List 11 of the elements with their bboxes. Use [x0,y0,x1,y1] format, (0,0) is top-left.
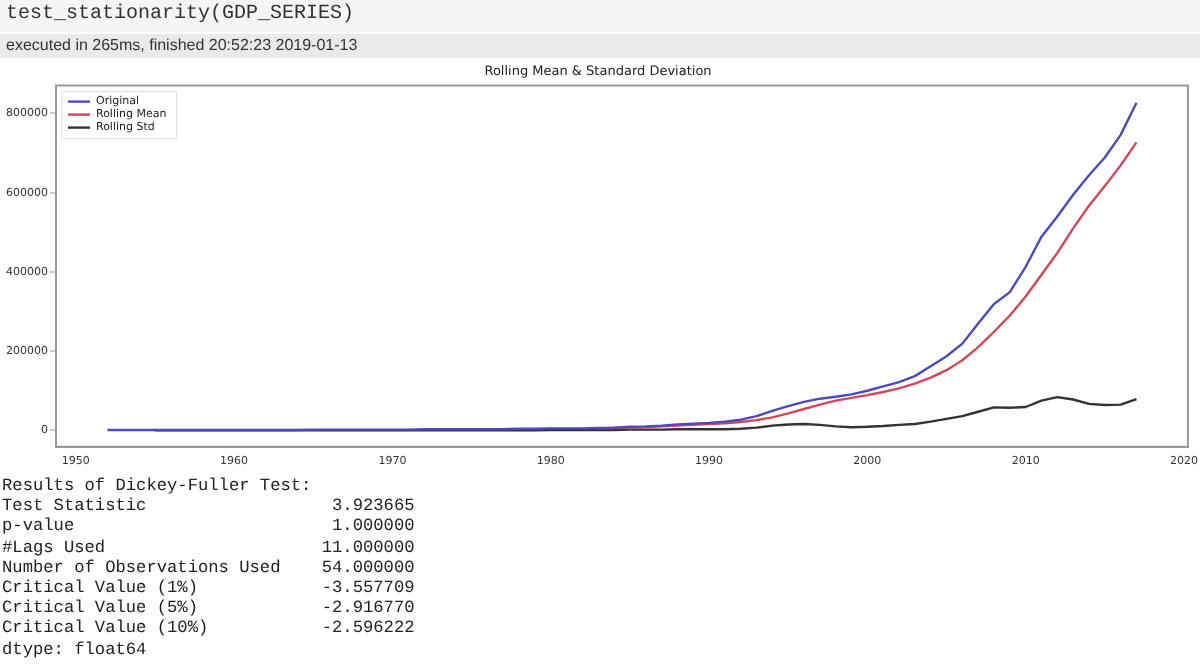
text: Test Statistic 3.923665 [2,496,415,517]
text: Results of Dickey-Fuller Test: [2,476,314,497]
text: Critical Value (5%) -2.916770 [2,598,415,619]
text: p-value 1.000000 [2,516,415,538]
text: test_stationarity(GDP_SERIES) [0,0,1200,32]
text: dtype: float64 [2,639,149,660]
text: Critical Value (10%) -2.596222 [2,618,415,640]
text: #Lags Used 11.000000 [2,537,415,558]
text: Number of Observations Used 54.000000 [2,557,415,579]
text: executed in 265ms, finished 20:52:23 2019-01-13 [0,34,1200,58]
text: Critical Value (1%) -3.557709 [2,578,415,599]
